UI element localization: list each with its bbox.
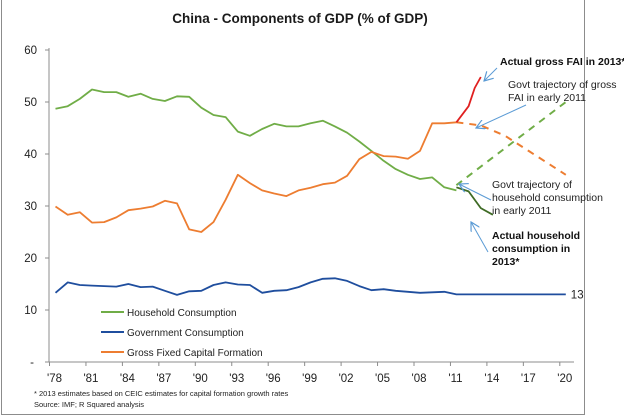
series-line-household-consumption xyxy=(55,88,457,192)
annotations: Actual gross FAI in 2013* Govt trajectory… xyxy=(459,56,624,268)
x-tick-label: '14 xyxy=(484,373,500,385)
legend-label-gross-fixed-capital-formation: Gross Fixed Capital Formation xyxy=(127,348,263,359)
annotation-arrow-icon xyxy=(471,222,489,253)
x-tick-label: '02 xyxy=(339,373,354,385)
end-value-label: 13 xyxy=(571,289,584,301)
y-tick-label: 40 xyxy=(24,149,37,161)
y-tick-label: 60 xyxy=(24,45,37,57)
annotation-text-line: FAI in early 2011 xyxy=(508,92,586,104)
series-line-govt-trajectory-of-gross-fai-early-2011 xyxy=(456,121,567,176)
axes: 60 50 40 30 20 10 - '78 '81 '84 '87 '90 '93 '96 '99 '02… xyxy=(24,45,574,385)
footnote: * 2013 estimates based on CEIC estimates… xyxy=(34,389,289,398)
annotation-arrow-icon xyxy=(484,67,498,81)
x-tick-label: '93 xyxy=(229,373,244,385)
chart-frame xyxy=(1,0,585,415)
annotation-arrow-icon xyxy=(476,104,527,128)
x-tick-label: '08 xyxy=(412,373,427,385)
y-tick-label: 50 xyxy=(24,97,37,109)
x-tick-label: '20 xyxy=(557,373,572,385)
y-tick-label: - xyxy=(30,357,34,369)
legend: Household Consumption Government Consumpt… xyxy=(101,308,263,359)
series-line-govt-trajectory-of-household-consumption-early-2011 xyxy=(455,101,567,186)
annotation-text-line: Actual household xyxy=(492,230,580,242)
legend-label-household-consumption: Household Consumption xyxy=(127,308,237,319)
x-tick-label: '78 xyxy=(47,373,62,385)
annotation-text-line: Actual gross FAI in 2013* xyxy=(500,56,624,68)
y-tick-label: 30 xyxy=(24,201,37,213)
y-tick-label: 20 xyxy=(24,253,37,265)
annotation-arrow-icon xyxy=(459,184,492,201)
series-line-government-consumption xyxy=(54,277,566,296)
annotation-text-line: in early 2011 xyxy=(492,205,552,217)
x-tick-label: '84 xyxy=(120,373,136,385)
x-tick-label: '99 xyxy=(302,373,317,385)
series-line-gross-fixed-capital-formation xyxy=(54,121,457,233)
x-tick-label: '17 xyxy=(521,373,536,385)
y-tick-label: 10 xyxy=(24,305,37,317)
x-tick-label: '87 xyxy=(156,373,171,385)
series-line-actual-gross-fai-2010-2013 xyxy=(455,76,482,123)
x-tick-label: '11 xyxy=(448,373,462,385)
annotation-text-line: 2013* xyxy=(492,256,520,268)
annotation-text-line: Govt trajectory of xyxy=(492,179,572,191)
annotation-actual-fai: Actual gross FAI in 2013* xyxy=(484,56,624,81)
x-tick-label: '96 xyxy=(266,373,281,385)
x-tick-label: '05 xyxy=(375,373,390,385)
series-layer: 13 xyxy=(54,76,584,301)
annotation-text-line: Govt trajectory of gross xyxy=(508,79,617,91)
x-tick-label: '90 xyxy=(193,373,208,385)
annotation-text-line: consumption in xyxy=(492,243,570,255)
source-note: Source: IMF; R Squared analysis xyxy=(34,400,144,409)
annotation-text-line: household consumption xyxy=(492,192,603,204)
x-tick-label: '81 xyxy=(83,373,98,385)
chart-title: China - Components of GDP (% of GDP) xyxy=(172,11,428,26)
legend-label-government-consumption: Government Consumption xyxy=(127,328,244,339)
